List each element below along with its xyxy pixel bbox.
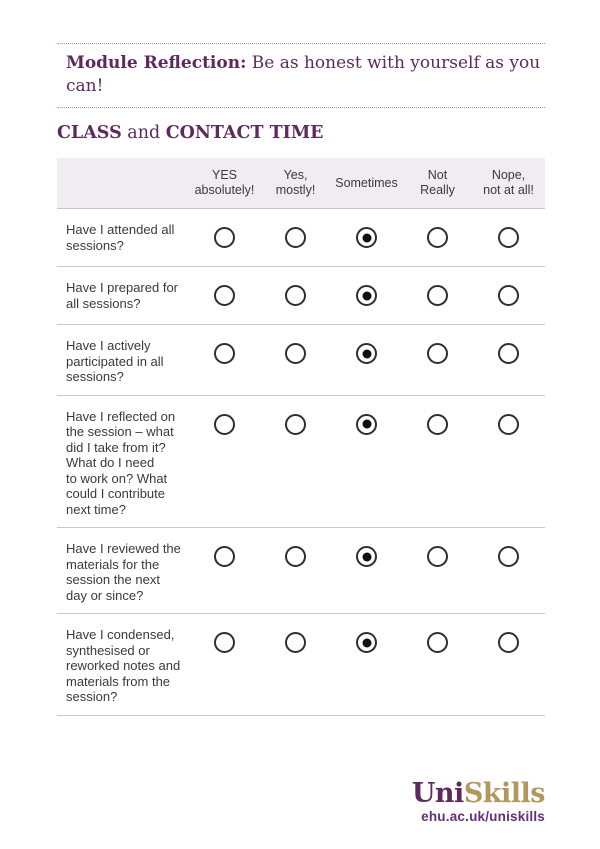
- radio-button[interactable]: [427, 285, 448, 306]
- column-header-3: Not Really: [420, 168, 455, 197]
- radio-button[interactable]: [427, 632, 448, 653]
- radio-cell: [189, 614, 260, 715]
- radio-button-selected[interactable]: [356, 413, 377, 435]
- radio-cell: [331, 209, 402, 266]
- radio-button[interactable]: [285, 343, 306, 364]
- radio-cell: [260, 614, 331, 715]
- radio-cell: [402, 528, 473, 613]
- radio-button[interactable]: [285, 413, 306, 435]
- radio-cell: [402, 396, 473, 528]
- radio-cell: [189, 396, 260, 528]
- radio-cell: [260, 396, 331, 528]
- radio-cell: [260, 528, 331, 613]
- question-text: Have I actively participated in all sess…: [66, 338, 164, 384]
- question-text: Have I reviewed the materials for the se…: [66, 541, 181, 603]
- table-row: Have I reviewed the materials for the se…: [57, 528, 545, 614]
- radio-button[interactable]: [214, 285, 235, 306]
- radio-cell: [189, 209, 260, 266]
- header-title-rest: Be as honest with yourself as you can!: [66, 53, 541, 96]
- radio-button[interactable]: [498, 546, 519, 567]
- column-header-4: Nope, not at all!: [483, 168, 534, 197]
- section-title-part1: CLASS: [57, 123, 122, 143]
- radio-button[interactable]: [498, 285, 519, 306]
- radio-button[interactable]: [427, 413, 448, 435]
- header-title-bold: Module Reflection:: [66, 53, 247, 73]
- radio-cell: [473, 209, 544, 266]
- radio-button[interactable]: [214, 227, 235, 248]
- radio-button[interactable]: [285, 546, 306, 567]
- radio-cell: [331, 325, 402, 395]
- radio-cell: [473, 325, 544, 395]
- logo-skills: Skills: [463, 778, 546, 809]
- radio-cell: [260, 325, 331, 395]
- radio-cell: [402, 614, 473, 715]
- table-row: Have I prepared for all sessions?: [57, 267, 545, 325]
- radio-cell: [331, 614, 402, 715]
- radio-button[interactable]: [214, 413, 235, 435]
- table-row: Have I actively participated in all sess…: [57, 325, 545, 396]
- radio-button-selected[interactable]: [356, 632, 377, 653]
- radio-button[interactable]: [498, 343, 519, 364]
- radio-cell: [189, 325, 260, 395]
- radio-cell: [473, 396, 544, 528]
- uniskills-logo: UniSkills: [411, 778, 546, 809]
- radio-cell: [331, 528, 402, 613]
- footer: UniSkills ehu.ac.uk/uniskills: [411, 778, 546, 825]
- table-row: Have I condensed, synthesised or reworke…: [57, 614, 545, 716]
- radio-button-selected[interactable]: [356, 343, 377, 364]
- column-header-2: Sometimes: [335, 175, 398, 190]
- table-row: Have I reflected on the session – what d…: [57, 396, 545, 528]
- question-text: Have I condensed, synthesised or reworke…: [66, 627, 181, 704]
- radio-button[interactable]: [214, 546, 235, 567]
- radio-button[interactable]: [427, 343, 448, 364]
- section-title-part3: CONTACT TIME: [165, 123, 324, 143]
- radio-cell: [402, 209, 473, 266]
- question-text: Have I reflected on the session – what d…: [66, 408, 176, 517]
- radio-cell: [473, 267, 544, 324]
- column-header-1: Yes, mostly!: [275, 168, 316, 197]
- radio-button-selected[interactable]: [356, 285, 377, 306]
- radio-cell: [260, 267, 331, 324]
- radio-button[interactable]: [214, 632, 235, 653]
- radio-button[interactable]: [285, 227, 306, 248]
- page-header: Module Reflection: Be as honest with you…: [57, 43, 545, 108]
- radio-cell: [189, 267, 260, 324]
- question-text: Have I prepared for all sessions?: [66, 280, 179, 311]
- radio-cell: [402, 267, 473, 324]
- reflection-table: YES absolutely! Yes, mostly! Sometimes Not …: [57, 158, 545, 716]
- radio-cell: [402, 325, 473, 395]
- radio-button-selected[interactable]: [356, 227, 377, 248]
- radio-cell: [473, 614, 544, 715]
- radio-button[interactable]: [285, 632, 306, 653]
- section-title: CLASS and CONTACT TIME: [57, 123, 324, 143]
- table-row: Have I attended all sessions?: [57, 209, 545, 267]
- radio-cell: [473, 528, 544, 613]
- column-header-0: YES absolutely!: [194, 168, 255, 197]
- radio-cell: [331, 396, 402, 528]
- section-title-part2: and: [121, 123, 166, 143]
- footer-url: ehu.ac.uk/uniskills: [421, 809, 545, 824]
- radio-cell: [260, 209, 331, 266]
- question-text: Have I attended all sessions?: [66, 222, 175, 253]
- radio-cell: [331, 267, 402, 324]
- radio-button[interactable]: [285, 285, 306, 306]
- table-header-row: YES absolutely! Yes, mostly! Sometimes Not …: [57, 158, 545, 209]
- radio-button[interactable]: [427, 546, 448, 567]
- radio-button[interactable]: [214, 343, 235, 364]
- logo-uni: Uni: [411, 778, 464, 809]
- radio-button[interactable]: [498, 227, 519, 248]
- radio-button[interactable]: [427, 227, 448, 248]
- radio-cell: [189, 528, 260, 613]
- radio-button[interactable]: [498, 632, 519, 653]
- table-body: Have I attended all sessions? Have I prep…: [57, 209, 545, 716]
- radio-button[interactable]: [498, 413, 519, 435]
- radio-button-selected[interactable]: [356, 546, 377, 567]
